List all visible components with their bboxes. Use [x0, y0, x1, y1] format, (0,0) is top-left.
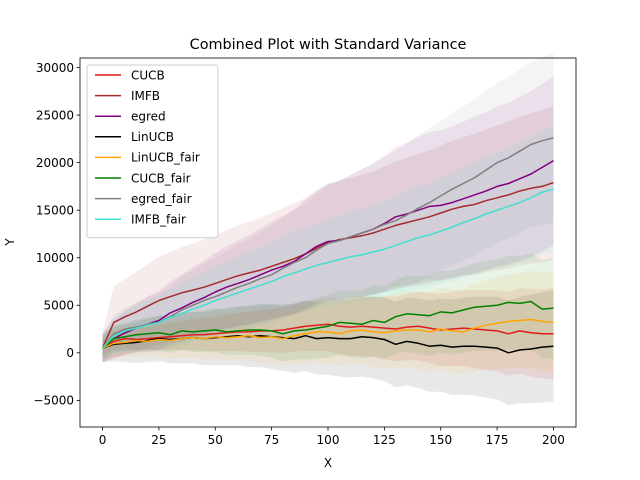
y-tick-label: 15000: [36, 203, 74, 217]
x-tick-label: 125: [373, 433, 396, 447]
x-tick-label: 25: [151, 433, 166, 447]
y-tick-label: 20000: [36, 156, 74, 170]
x-tick-label: 200: [542, 433, 565, 447]
x-axis-ticks: 0 25 50 75 100 125 150 175 200: [99, 427, 565, 447]
y-tick-label: 10000: [36, 251, 74, 265]
x-tick-label: 75: [264, 433, 279, 447]
band-cucb: [102, 288, 554, 380]
series-lines: [101, 137, 554, 354]
line-cucb: [102, 323, 554, 349]
line-egred: [102, 160, 554, 349]
legend-label-linucb-fair: LinUCB_fair: [131, 151, 200, 165]
y-axis-label: Y: [3, 238, 17, 247]
y-axis-ticks: −5000 0 5000 10000 15000 20000 25000 30000: [33, 61, 80, 408]
x-tick-label: 100: [317, 433, 340, 447]
y-tick-label: −5000: [33, 394, 74, 408]
y-tick-label: 30000: [36, 61, 74, 75]
y-tick-label: 25000: [36, 108, 74, 122]
x-tick-label: 150: [429, 433, 452, 447]
legend-label-cucb: CUCB: [131, 68, 165, 82]
legend: CUCB IMFB egred LinUCB LinUCB_fair CUCB_faire…: [86, 64, 219, 239]
x-tick-label: 175: [486, 433, 509, 447]
band-egred-fair: [102, 53, 554, 363]
legend-label-egred: egred: [131, 110, 166, 124]
legend-box: [86, 64, 219, 239]
x-tick-label: 50: [208, 433, 223, 447]
legend-label-imfb: IMFB: [131, 89, 160, 103]
line-egred-fair: [101, 137, 554, 349]
x-tick-label: 0: [99, 433, 107, 447]
legend-label-cucb-fair: CUCB_fair: [131, 171, 191, 185]
band-egred: [102, 76, 554, 363]
line-cucb-fair: [102, 300, 554, 349]
band-linucb: [102, 290, 554, 406]
line-imfb: [101, 181, 554, 349]
line-linucb-fair: [102, 318, 554, 349]
chart-title: Combined Plot with Standard Variance: [190, 37, 467, 53]
legend-label-egred-fair: egred_fair: [131, 192, 192, 206]
band-imfb: [102, 105, 554, 363]
x-axis-label: X: [324, 456, 332, 470]
line-imfb-fair: [101, 188, 554, 349]
legend-label-linucb: LinUCB: [131, 130, 174, 144]
y-tick-label: 5000: [43, 299, 74, 313]
band-linucb-fair: [102, 271, 554, 375]
legend-label-imfb-fair: IMFB_fair: [131, 213, 186, 227]
y-tick-label: 0: [66, 346, 74, 360]
